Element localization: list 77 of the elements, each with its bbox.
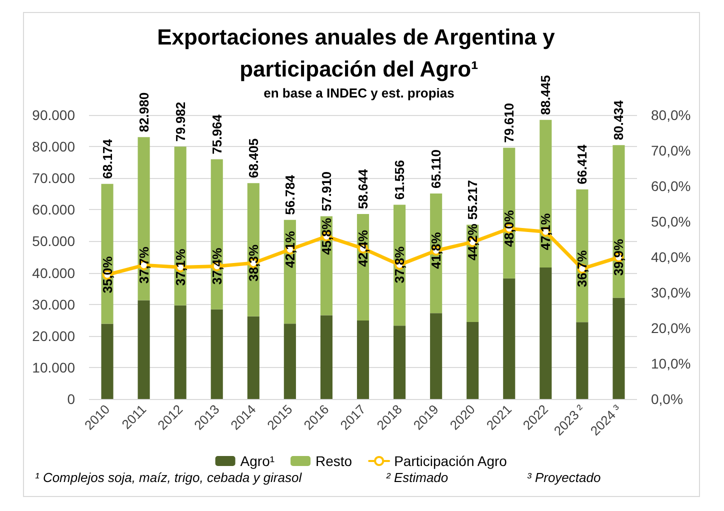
data-label: 37,7% bbox=[136, 246, 152, 284]
bar bbox=[138, 300, 150, 399]
text: ² Estimado bbox=[386, 470, 448, 485]
total-label: 66.414 bbox=[574, 144, 590, 184]
total-label: 56.784 bbox=[282, 174, 298, 215]
y2-tick-label: 50,0% bbox=[651, 214, 691, 230]
total-label: 65.110 bbox=[428, 149, 444, 189]
total-label: 79.610 bbox=[502, 103, 517, 143]
bar bbox=[466, 322, 479, 399]
y-tick-label: 80.000 bbox=[32, 138, 76, 155]
bar bbox=[174, 146, 186, 306]
data-label: 37,1% bbox=[172, 248, 188, 286]
y-tick-label: 90.000 bbox=[32, 107, 76, 123]
bar bbox=[394, 326, 406, 399]
total-label: 68.405 bbox=[246, 138, 261, 178]
text: ³ Proyectado bbox=[527, 470, 601, 485]
bar bbox=[247, 316, 260, 399]
legend-label: Participación Agro bbox=[394, 453, 508, 469]
y2-tick-label: 10,0% bbox=[651, 356, 691, 372]
y-tick-label: 60.000 bbox=[32, 202, 76, 218]
bar bbox=[540, 120, 552, 268]
chart-subtitle: en base a INDEC y est. propias bbox=[264, 86, 454, 100]
bar bbox=[430, 313, 442, 399]
data-label: 44,2% bbox=[465, 223, 480, 261]
y-tick-label: 10.000 bbox=[32, 359, 76, 376]
y2-tick-label: 60,0% bbox=[651, 178, 691, 194]
bar bbox=[101, 324, 114, 399]
y2-tick-label: 30,0% bbox=[651, 284, 691, 300]
bar bbox=[540, 268, 552, 399]
y-tick-label: 20.000 bbox=[32, 328, 76, 344]
bar bbox=[612, 298, 625, 399]
total-label: 88.445 bbox=[538, 75, 554, 115]
y2-tick-label: 20,0% bbox=[651, 320, 691, 336]
data-label: 45,8% bbox=[318, 218, 334, 255]
data-label: 39,9% bbox=[611, 238, 626, 276]
total-label: 80.434 bbox=[611, 100, 626, 140]
data-label: 41,8% bbox=[428, 232, 444, 270]
data-label: 42,1% bbox=[282, 230, 298, 268]
legend-label: Resto bbox=[316, 453, 352, 469]
bar bbox=[356, 320, 370, 399]
text: ¹ Complejos soja, maíz, trigo, cebada y girasol bbox=[35, 470, 303, 485]
data-label: 38,3% bbox=[246, 244, 261, 282]
y-tick-label: 0 bbox=[67, 391, 76, 407]
data-label: 37,8% bbox=[392, 246, 408, 284]
total-label: 79.982 bbox=[172, 102, 188, 142]
total-label: 57.910 bbox=[318, 171, 334, 212]
data-label: 35,0% bbox=[100, 256, 115, 294]
y2-tick-label: 40,0% bbox=[651, 249, 691, 265]
bar bbox=[101, 184, 114, 324]
data-label: 48,0% bbox=[502, 210, 517, 248]
y-tick-label: 30.000 bbox=[32, 296, 76, 312]
total-label: 61.556 bbox=[392, 160, 408, 200]
total-label: 58.644 bbox=[356, 168, 370, 209]
y2-tick-label: 80,0% bbox=[651, 107, 691, 123]
y2-tick-label: 0,0% bbox=[651, 391, 683, 407]
y-tick-label: 50.000 bbox=[32, 233, 76, 250]
bar bbox=[174, 305, 186, 399]
y2-tick-label: 70,0% bbox=[651, 142, 691, 158]
data-label: 42,4% bbox=[356, 230, 370, 267]
data-label: 37,4% bbox=[209, 247, 224, 285]
bar bbox=[210, 309, 223, 399]
total-label: 75.964 bbox=[209, 114, 224, 154]
bar bbox=[612, 145, 625, 298]
total-label: 68.174 bbox=[100, 138, 115, 179]
y-tick-label: 70.000 bbox=[32, 170, 76, 186]
total-label: 55.217 bbox=[465, 180, 480, 220]
bar bbox=[138, 137, 150, 300]
bar bbox=[210, 159, 223, 310]
legend-label: Agro¹ bbox=[240, 453, 275, 469]
data-label: 47,1% bbox=[538, 212, 554, 250]
data-label: 36,7% bbox=[574, 250, 590, 288]
bar bbox=[576, 322, 588, 399]
bar bbox=[320, 315, 332, 399]
bar bbox=[284, 324, 296, 399]
y-tick-label: 40.000 bbox=[32, 264, 76, 281]
total-label: 82.980 bbox=[136, 92, 152, 132]
bar bbox=[503, 278, 516, 399]
